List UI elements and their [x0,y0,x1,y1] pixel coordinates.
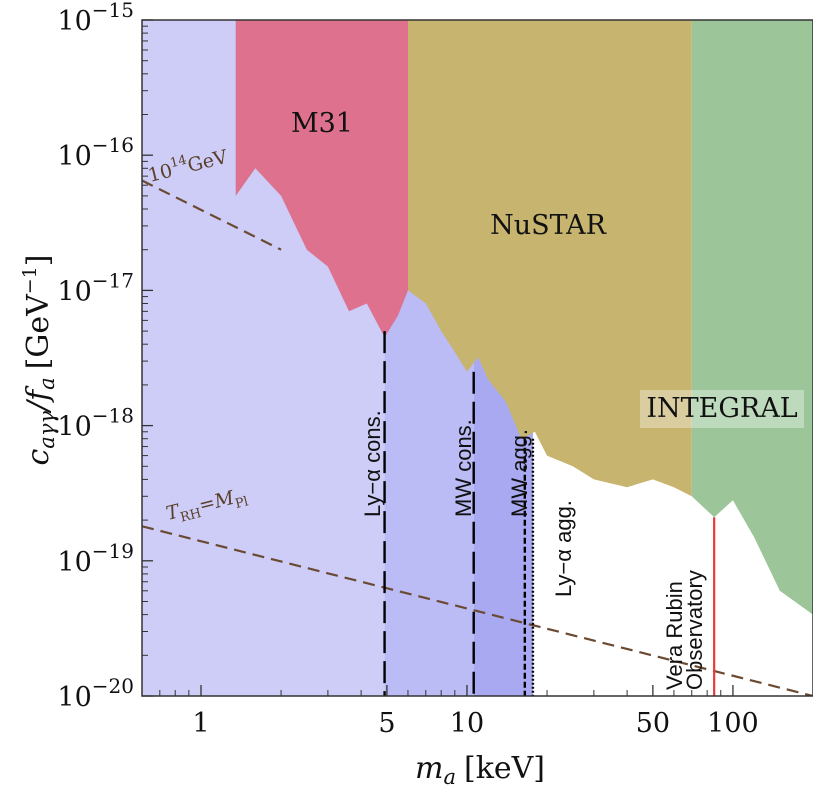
x-axis-title: ma [keV] [415,751,545,787]
integral-label-bg [640,390,804,428]
contour-label-1: TRH=MPl [164,484,250,529]
region-label-integral: INTEGRAL [646,393,797,424]
vertical-line-label-3: Ly−α agg. [551,500,576,597]
y-tick-label: 10−16 [57,133,134,172]
vertical-line-label-2: MW agg. [507,429,532,517]
y-tick-label: 10−15 [57,0,134,37]
x-tick-label: 1 [192,708,209,739]
y-tick-label: 10−17 [57,268,134,307]
vertical-line-label-1: MW cons. [451,419,476,517]
y-axis-title: caγγ/fa[GeV−1] [19,254,59,465]
contour-line-0 [142,179,282,251]
plot-frame [141,19,813,697]
annotation-labels: M31 NuSTAR INTEGRAL Ly−α cons. MW cons. MW ag… [146,108,804,690]
vertical-line-label-0: Ly−α cons. [360,410,385,517]
region-label-m31: M31 [291,108,353,139]
contour-layer [142,179,813,696]
y-tick-label: 10−19 [57,539,134,578]
region-integral [691,20,813,615]
x-tick-label: 10 [450,708,484,739]
region-label-nustar: NuSTAR [490,210,607,241]
vertical-line-layer [383,331,716,696]
x-tick-label: 100 [707,708,759,739]
plot-area [142,20,813,696]
y-tick-label: 10−20 [57,674,134,713]
region-nustar [408,20,692,497]
vertical-line-label-4-0: Vera Rubin [662,581,687,690]
region-m31 [235,20,408,338]
y-tick-label: 10−18 [57,404,134,443]
contour-line-1 [142,525,813,696]
x-axis-ticks: 1 5 10 50 100 [141,685,813,739]
x-tick-label: 50 [636,708,670,739]
y-axis-ticks: 10−15 10−16 10−17 10−18 10−19 10−20 [57,0,153,713]
x-tick-label: 5 [378,708,395,739]
vertical-line-label-4-1: Observatory [682,570,707,690]
